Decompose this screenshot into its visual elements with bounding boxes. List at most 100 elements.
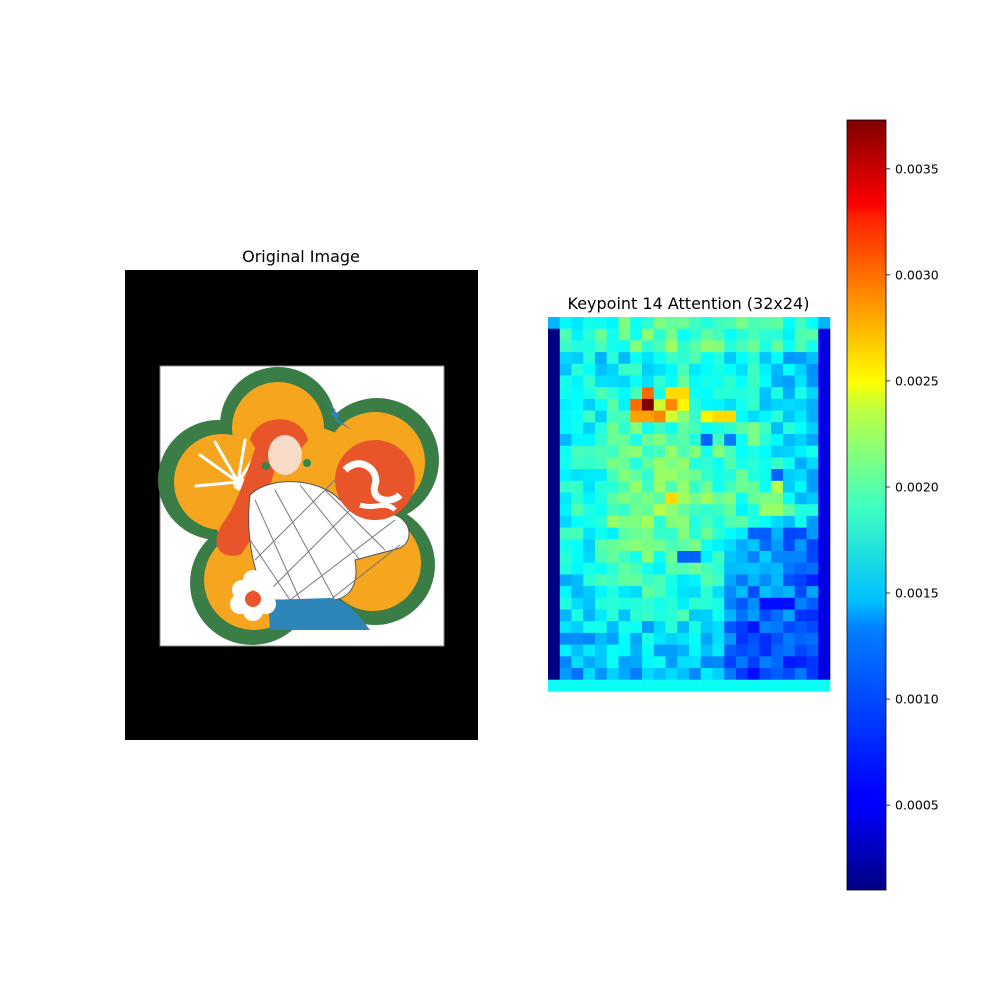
- heatmap-cell: [653, 328, 666, 341]
- heatmap-cell: [583, 527, 596, 540]
- heatmap-cell: [759, 574, 772, 587]
- heatmap-cell: [689, 457, 702, 470]
- heatmap-cell: [724, 504, 737, 517]
- heatmap-cell: [759, 387, 772, 400]
- heatmap-cell: [724, 644, 737, 657]
- lightning-icon: [322, 398, 352, 430]
- heatmap-cell: [724, 328, 737, 341]
- heatmap-cell: [771, 410, 784, 423]
- heatmap-cell: [783, 504, 796, 517]
- heatmap-cell: [606, 586, 619, 599]
- heatmap-cell: [700, 632, 713, 645]
- heatmap-cell: [583, 539, 596, 552]
- heatmap-cell: [700, 656, 713, 669]
- heatmap-cell: [595, 574, 608, 587]
- heatmap-cell: [712, 457, 725, 470]
- heatmap-cell: [595, 621, 608, 634]
- heatmap-cell: [700, 574, 713, 587]
- heatmap-cell: [747, 434, 760, 446]
- heatmap-cell: [677, 644, 690, 657]
- heatmap-cell: [548, 632, 561, 645]
- heatmap-cell: [559, 340, 572, 353]
- heatmap-cell: [818, 656, 831, 669]
- attention-title: Keypoint 14 Attention (32x24): [568, 294, 810, 313]
- heatmap-cell: [642, 539, 655, 552]
- heatmap-cell: [642, 352, 655, 365]
- heatmap-cell: [771, 422, 784, 435]
- heatmap-cell: [806, 632, 819, 645]
- heatmap-cell: [571, 363, 584, 376]
- heatmap-cell: [618, 574, 631, 587]
- heatmap-cell: [689, 352, 702, 365]
- heatmap-cell: [818, 492, 831, 505]
- heatmap-cell: [759, 656, 772, 669]
- heatmap-cell: [689, 597, 702, 610]
- heatmap-cell: [771, 469, 784, 482]
- heatmap-cell: [818, 445, 831, 458]
- heatmap-cell: [571, 586, 584, 599]
- heatmap-cell: [794, 562, 807, 575]
- heatmap-cell: [771, 434, 784, 446]
- heatmap-cell: [665, 632, 678, 645]
- heatmap-cell: [794, 445, 807, 458]
- heatmap-cell: [618, 609, 631, 622]
- heatmap-cell: [583, 551, 596, 563]
- colorbar-tick-label: 0.0035: [895, 161, 939, 176]
- heatmap-cell: [559, 586, 572, 599]
- heatmap-cell: [712, 562, 725, 575]
- heatmap-cell: [806, 363, 819, 376]
- heatmap-cell: [724, 352, 737, 365]
- heatmap-cell: [689, 644, 702, 657]
- heatmap-cell: [606, 480, 619, 493]
- heatmap-cell: [630, 340, 643, 353]
- heatmap-cell: [618, 363, 631, 376]
- heatmap-cell: [806, 515, 819, 528]
- heatmap-cell: [665, 340, 678, 353]
- heatmap-cell: [806, 340, 819, 353]
- heatmap-cell: [642, 328, 655, 341]
- heatmap-cell: [818, 422, 831, 435]
- heatmap-cell: [806, 480, 819, 493]
- heatmap-cell: [712, 539, 725, 552]
- heatmap-cell: [653, 317, 666, 329]
- heatmap-cell: [630, 586, 643, 599]
- heatmap-cell: [736, 457, 749, 470]
- heatmap-cell: [583, 574, 596, 587]
- heatmap-cell: [618, 457, 631, 470]
- heatmap-cell: [700, 480, 713, 493]
- heatmap-cell: [783, 445, 796, 458]
- heatmap-cell: [736, 352, 749, 365]
- heatmap-cell: [700, 668, 713, 680]
- heatmap-cell: [548, 375, 561, 388]
- heatmap-cell: [571, 492, 584, 505]
- heatmap-cell: [559, 551, 572, 563]
- heatmap-cell: [700, 317, 713, 329]
- heatmap-cell: [736, 597, 749, 610]
- heatmap-cell: [583, 621, 596, 634]
- heatmap-cell: [642, 445, 655, 458]
- heatmap-cell: [630, 398, 643, 411]
- heatmap-cell: [794, 527, 807, 540]
- heatmap-cell: [689, 375, 702, 388]
- heatmap-cell: [559, 469, 572, 482]
- heatmap-cell: [571, 480, 584, 493]
- heatmap-cell: [677, 586, 690, 599]
- heatmap-cell: [783, 574, 796, 587]
- heatmap-cell: [818, 551, 831, 563]
- heatmap-cell: [548, 492, 561, 505]
- colorbar: 0.0005 0.0010 0.0015 0.0020 0.0025 0.0030 0.00…: [846, 119, 939, 891]
- heatmap-cell: [736, 632, 749, 645]
- badge-illustration: [158, 367, 439, 645]
- heatmap-cell: [771, 457, 784, 470]
- heatmap-cell: [759, 398, 772, 411]
- heatmap-cell: [818, 597, 831, 610]
- heatmap-cell: [606, 352, 619, 365]
- heatmap-cell: [665, 469, 678, 482]
- heatmap-cell: [571, 410, 584, 423]
- heatmap-cell: [759, 551, 772, 563]
- colorbar-ticks: 0.0005 0.0010 0.0015 0.0020 0.0025 0.0030 0.00…: [886, 161, 939, 813]
- heatmap-cell: [559, 352, 572, 365]
- heatmap-cell: [712, 375, 725, 388]
- heatmap-cell: [736, 644, 749, 657]
- heatmap-cell: [583, 609, 596, 622]
